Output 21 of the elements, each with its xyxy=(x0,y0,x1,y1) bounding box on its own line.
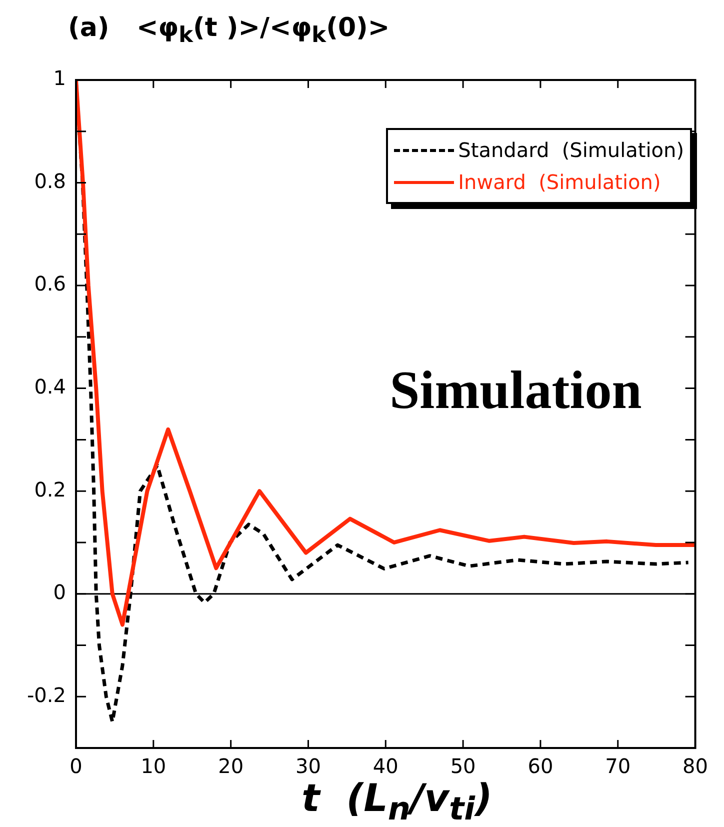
x-tick-label: 50 xyxy=(450,754,476,778)
legend-label: Inward (Simulation) xyxy=(458,169,661,196)
y-tick-label: 0.4 xyxy=(34,374,66,399)
x-tick-label: 10 xyxy=(140,754,166,778)
legend-label: Standard (Simulation) xyxy=(458,137,684,164)
y-tick-label: 0.6 xyxy=(34,272,66,296)
x-tick-label: 0 xyxy=(70,754,82,778)
y-tick-label: 0 xyxy=(53,580,66,604)
x-tick-label: 20 xyxy=(218,754,244,778)
x-tick-label: 60 xyxy=(528,754,554,778)
x-tick-label: 70 xyxy=(605,754,631,778)
annotation: Simulation xyxy=(390,360,642,420)
x-tick-label: 40 xyxy=(372,754,398,778)
y-tick-label: 0.2 xyxy=(34,477,66,502)
x-axis-title: t (L$_{n}$/v$_{ti}$) xyxy=(302,776,492,827)
x-tick-label: 30 xyxy=(296,754,321,778)
y-tick-label: -0.2 xyxy=(26,682,66,707)
x-tick-label: 80 xyxy=(682,754,708,778)
y-tick-label: 0.8 xyxy=(34,168,66,193)
y-tick-label: 1 xyxy=(53,66,66,90)
chart-title: (a) <φ$_{k}$(t )>/<φ$_{k}$(0)> xyxy=(67,12,391,50)
